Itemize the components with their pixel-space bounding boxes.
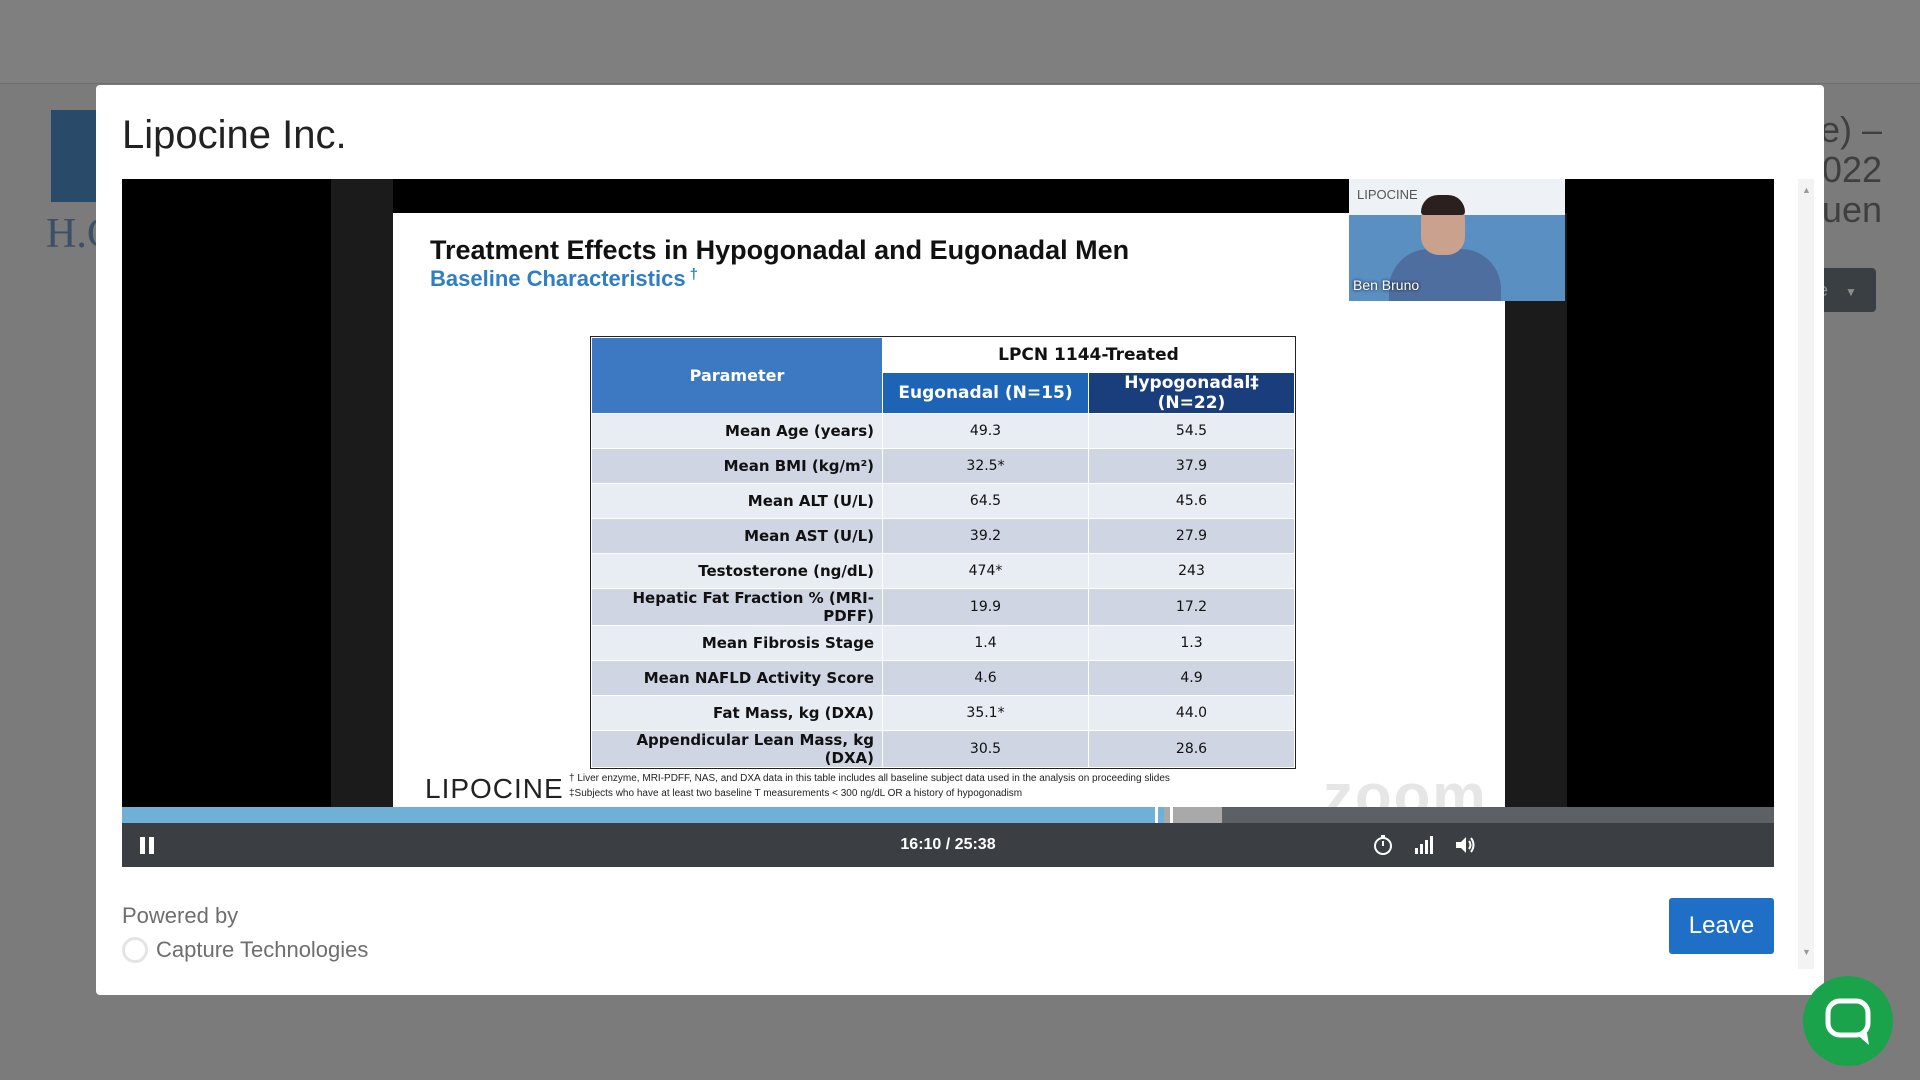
camera-logo: LIPOCINE xyxy=(1357,187,1418,202)
table-cell-hypogonadal: 54.5 xyxy=(1088,413,1295,449)
background-topbar xyxy=(0,0,1920,84)
slide-logo: LIPOCINE xyxy=(425,773,564,804)
capture-logo-icon xyxy=(122,937,148,964)
table-cell-eugonadal: 474* xyxy=(882,553,1089,589)
table-cell-hypogonadal: 17.2 xyxy=(1088,588,1295,626)
volume-icon[interactable] xyxy=(1453,833,1477,857)
chat-icon xyxy=(1825,998,1871,1045)
table-cell-parameter: Mean NAFLD Activity Score xyxy=(591,660,883,696)
table-cell-hypogonadal: 243 xyxy=(1088,553,1295,589)
speaker-name: Ben Bruno xyxy=(1353,277,1420,293)
background-title-line: e) – xyxy=(1819,110,1882,150)
scroll-up-icon[interactable]: ▲ xyxy=(1802,185,1811,195)
table-cell-eugonadal: 35.1* xyxy=(882,695,1089,731)
table-cell-parameter: Mean Fibrosis Stage xyxy=(591,625,883,661)
leave-button[interactable]: Leave xyxy=(1669,898,1774,954)
chat-button[interactable] xyxy=(1803,976,1893,1066)
table-header-hypogonadal: Hypogonadal‡ (N=22) xyxy=(1088,372,1295,414)
table-cell-parameter: Testosterone (ng/dL) xyxy=(591,553,883,589)
table-cell-parameter: Mean AST (U/L) xyxy=(591,518,883,554)
table-cell-eugonadal: 4.6 xyxy=(882,660,1089,696)
table-cell-eugonadal: 1.4 xyxy=(882,625,1089,661)
table-cell-parameter: Mean BMI (kg/m²) xyxy=(591,448,883,484)
table-cell-hypogonadal: 45.6 xyxy=(1088,483,1295,519)
table-header-parameter: Parameter xyxy=(591,337,883,414)
zoom-watermark: zoom xyxy=(1323,762,1488,807)
scroll-down-icon[interactable]: ▼ xyxy=(1802,947,1811,957)
table-cell-parameter: Appendicular Lean Mass, kg (DXA) xyxy=(591,730,883,768)
slide-subtitle-mark: † xyxy=(689,266,698,283)
table-row: Mean AST (U/L) 39.2 27.9 xyxy=(591,518,1295,554)
table-cell-eugonadal: 39.2 xyxy=(882,518,1089,554)
signal-bars-icon[interactable] xyxy=(1412,833,1436,857)
table-cell-parameter: Mean ALT (U/L) xyxy=(591,483,883,519)
table-header-group: LPCN 1144-Treated xyxy=(882,337,1295,373)
table-cell-eugonadal: 30.5 xyxy=(882,730,1089,768)
table-header-eugonadal: Eugonadal (N=15) xyxy=(882,372,1089,414)
table-cell-parameter: Hepatic Fat Fraction % (MRI-PDFF) xyxy=(591,588,883,626)
baseline-table: Parameter LPCN 1144-Treated Eugonadal (N… xyxy=(590,336,1296,769)
modal-scrollbar[interactable] xyxy=(1798,179,1814,969)
table-row: Appendicular Lean Mass, kg (DXA) 30.5 28.6 xyxy=(591,730,1295,768)
capture-technologies-link[interactable]: Capture Technologies xyxy=(122,937,368,964)
speaker-hair xyxy=(1421,195,1465,215)
speaker-body xyxy=(1389,249,1501,301)
table-cell-hypogonadal: 37.9 xyxy=(1088,448,1295,484)
video-letterbox-left xyxy=(331,179,393,807)
powered-by-label: Powered by xyxy=(122,903,239,928)
slide-title: Treatment Effects in Hypogonadal and Eug… xyxy=(430,235,1130,265)
table-row: Mean ALT (U/L) 64.5 45.6 xyxy=(591,483,1295,519)
player-controls: 16:10 / 25:38 xyxy=(122,823,1774,867)
slide-footnotes: † Liver enzyme, MRI-PDFF, NAS, and DXA d… xyxy=(569,771,1170,801)
table-cell-parameter: Fat Mass, kg (DXA) xyxy=(591,695,883,731)
table-cell-hypogonadal: 27.9 xyxy=(1088,518,1295,554)
background-title-line: 022 xyxy=(1821,149,1882,190)
presentation-slide: Treatment Effects in Hypogonadal and Eug… xyxy=(393,213,1505,807)
progress-fill xyxy=(122,807,1164,823)
table-cell-eugonadal: 19.9 xyxy=(882,588,1089,626)
table-row: Mean NAFLD Activity Score 4.6 4.9 xyxy=(591,660,1295,696)
table-cell-parameter: Mean Age (years) xyxy=(591,413,883,449)
speaker-camera: LIPOCINE Ben Bruno xyxy=(1349,179,1565,301)
capture-company-name: Capture Technologies xyxy=(156,937,369,962)
slide-subtitle-text: Baseline Characteristics xyxy=(430,266,686,291)
slide-footnote: ‡Subjects who have at least two baseline… xyxy=(569,788,1023,799)
table-cell-hypogonadal: 28.6 xyxy=(1088,730,1295,768)
table-cell-hypogonadal: 44.0 xyxy=(1088,695,1295,731)
table-row: Hepatic Fat Fraction % (MRI-PDFF) 19.9 17.… xyxy=(591,588,1295,626)
video-modal: Lipocine Inc. Treatment Effects in Hypog… xyxy=(96,85,1824,995)
table-row: Mean BMI (kg/m²) 32.5* 37.9 xyxy=(591,448,1295,484)
caret-down-icon: ▼ xyxy=(1845,285,1857,299)
table-cell-eugonadal: 32.5* xyxy=(882,448,1089,484)
table-cell-hypogonadal: 4.9 xyxy=(1088,660,1295,696)
pause-icon[interactable] xyxy=(138,835,158,855)
table-row: Mean Age (years) 49.3 54.5 xyxy=(591,413,1295,449)
table-cell-eugonadal: 49.3 xyxy=(882,413,1089,449)
stopwatch-icon[interactable] xyxy=(1371,833,1395,857)
background-logo-icon xyxy=(51,110,97,202)
slide-subtitle: Baseline Characteristics † xyxy=(430,266,698,292)
slide-footnote: † Liver enzyme, MRI-PDFF, NAS, and DXA d… xyxy=(569,773,1170,784)
video-letterbox-right xyxy=(1505,213,1567,807)
table-row: Fat Mass, kg (DXA) 35.1* 44.0 xyxy=(591,695,1295,731)
table-row: Testosterone (ng/dL) 474* 243 xyxy=(591,553,1295,589)
table-row: Mean Fibrosis Stage 1.4 1.3 xyxy=(591,625,1295,661)
table-cell-hypogonadal: 1.3 xyxy=(1088,625,1295,661)
table-cell-eugonadal: 64.5 xyxy=(882,483,1089,519)
modal-title: Lipocine Inc. xyxy=(122,113,347,157)
video-player[interactable]: Treatment Effects in Hypogonadal and Eug… xyxy=(122,179,1774,867)
playback-time: 16:10 / 25:38 xyxy=(900,836,996,853)
